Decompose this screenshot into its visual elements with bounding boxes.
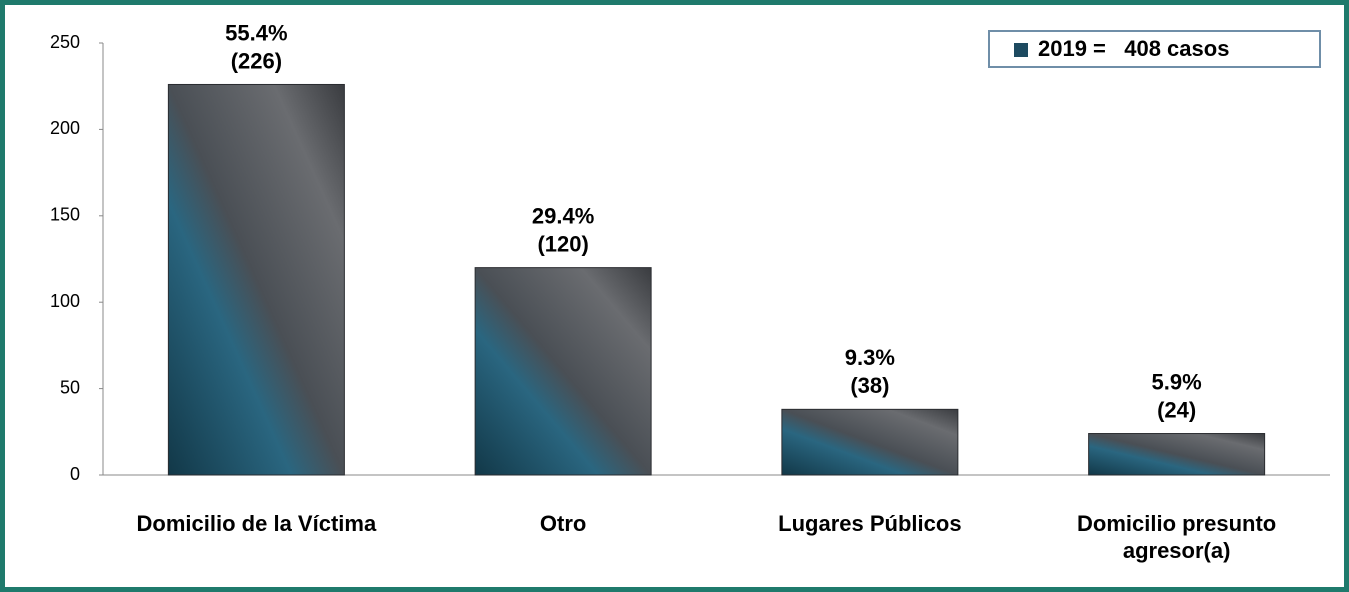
value-label: (226) <box>231 48 282 73</box>
bar <box>167 83 345 476</box>
share-label: 55.4% <box>225 20 287 45</box>
y-tick-label: 200 <box>50 118 80 138</box>
y-tick-label: 50 <box>60 377 80 397</box>
value-label: (24) <box>1157 397 1196 422</box>
legend-label: 2019 = 408 casos <box>1038 36 1230 61</box>
share-label: 9.3% <box>845 345 895 370</box>
share-label: 29.4% <box>532 203 594 228</box>
legend: 2019 = 408 casos <box>988 30 1321 68</box>
x-tick-label: Otro <box>539 511 587 536</box>
y-tick-label: 100 <box>50 291 80 311</box>
legend-swatch <box>1014 43 1028 57</box>
value-label: (120) <box>537 231 588 256</box>
bar <box>781 408 959 476</box>
bar <box>474 267 652 476</box>
x-tick-label: Domicilio de la Víctima <box>136 511 377 536</box>
y-tick-label: 150 <box>50 205 80 225</box>
y-tick-label: 0 <box>70 464 80 484</box>
x-tick-label: Lugares Públicos <box>778 511 962 536</box>
share-label: 5.9% <box>1152 369 1202 394</box>
value-label: (38) <box>850 373 889 398</box>
y-tick-label: 250 <box>50 32 80 52</box>
bar <box>1088 433 1266 476</box>
x-tick-label: Domicilio presunto agresor(a) <box>1077 511 1277 563</box>
